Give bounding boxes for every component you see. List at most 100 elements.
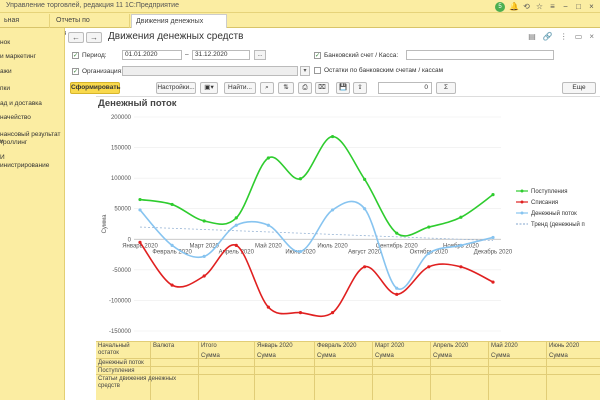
x-tick-label: Август 2020 [348, 249, 382, 255]
close-form-icon[interactable]: × [589, 32, 594, 41]
row-label-receipts[interactable]: Поступления [98, 368, 135, 374]
legend-label: Тренд (денежный п [531, 221, 585, 228]
variant-button[interactable]: ▣▾ [200, 82, 218, 94]
legend-label: Денежный поток [531, 210, 577, 217]
data-point [202, 219, 206, 223]
star-icon[interactable]: ☆ [535, 2, 544, 11]
col-header-apr: Апрель 2020 [433, 343, 469, 349]
window-icon[interactable]: ▭ [574, 32, 583, 41]
data-point [363, 265, 367, 269]
save-icon[interactable]: 💾 [336, 82, 350, 94]
sidebar-item-marketing[interactable]: и маркетинг [0, 53, 37, 60]
data-point [491, 235, 495, 240]
x-tick-label: Февраль 2020 [152, 249, 192, 255]
date-from-input[interactable]: 01.01.2020 [122, 50, 182, 60]
balances-label: Остатки по банковским счетам / кассам [324, 67, 444, 74]
data-point [234, 223, 238, 227]
forward-button[interactable]: → [86, 32, 102, 43]
find-button[interactable]: Найти... [224, 82, 256, 94]
sum-value-field[interactable]: 0 [378, 82, 432, 94]
bell-icon[interactable]: 🔔 [509, 2, 519, 11]
sum-button[interactable]: Σ [436, 82, 456, 94]
data-point [234, 243, 238, 247]
date-to-input[interactable]: 31.12.2020 [192, 50, 250, 60]
organization-pick-button[interactable]: ▾ [300, 66, 310, 76]
organization-input[interactable] [122, 66, 298, 76]
data-point [395, 231, 399, 235]
col-header-may: Май 2020 [491, 343, 518, 349]
sum-label-mar: Сумма [375, 353, 394, 359]
link-icon[interactable]: 🔗 [542, 32, 553, 41]
balances-checkbox[interactable] [314, 67, 321, 74]
export-icon[interactable]: ⇪ [353, 82, 367, 94]
y-tick-label: 200000 [111, 115, 132, 121]
sort-icon[interactable]: ⇅ [278, 82, 294, 94]
more-button[interactable]: Еще [562, 82, 596, 94]
row-label-cash-flow[interactable]: Денежный поток [98, 360, 144, 366]
data-point [266, 305, 270, 309]
row-label-items[interactable]: Статьи движения денежных средств [98, 376, 177, 389]
col-header-jun: Июнь 2020 [549, 343, 580, 349]
sum-label-may: Сумма [491, 353, 510, 359]
col-header-jan: Январь 2020 [257, 343, 293, 349]
app-title: Управление торговлей, редакция 11 1С:Пре… [6, 2, 179, 9]
sum-label-apr: Сумма [433, 353, 452, 359]
sidebar-item-stock[interactable]: нок [0, 39, 11, 46]
data-point [298, 249, 303, 254]
tab-home[interactable]: ьная страница [0, 14, 50, 37]
organization-checkbox[interactable]: ✓ [72, 68, 79, 75]
sidebar-item-nsi[interactable]: И [0, 154, 5, 161]
period-pick-button[interactable]: ... [254, 50, 266, 60]
y-tick-label: 50000 [114, 207, 131, 213]
data-point [202, 274, 206, 278]
more-vert-icon[interactable]: ⋮ [559, 32, 568, 41]
data-point [427, 265, 431, 269]
notification-badge[interactable]: 5 [495, 1, 505, 12]
col-header-opening-balance: Начальный остаток [98, 343, 130, 356]
generate-button[interactable]: Сформировать [70, 82, 121, 94]
y-tick-label: -50000 [112, 268, 131, 274]
menu-icon[interactable]: ≡ [550, 2, 555, 11]
period-checkbox[interactable]: ✓ [72, 52, 79, 59]
legend-marker [520, 211, 524, 215]
data-point [491, 193, 495, 197]
bank-account-checkbox[interactable]: ✓ [314, 52, 321, 59]
history-icon[interactable]: ⟲ [523, 2, 530, 11]
data-point [298, 177, 303, 181]
title-bar: Управление торговлей, редакция 11 1С:Пре… [0, 0, 600, 13]
sum-label-total: Сумма [201, 353, 220, 359]
report-title: Денежный поток [98, 98, 177, 109]
print-toolbar-icon[interactable]: ⎙ [298, 82, 312, 94]
close-icon[interactable]: × [589, 2, 594, 11]
tab-treasury-reports[interactable]: Отчеты по казначейству [52, 14, 130, 37]
cash-flow-chart: 200000 150000 100000 50000 0 -50000 -100000 -15… [102, 115, 585, 335]
preview-icon[interactable]: ⌧ [315, 82, 329, 94]
print-icon[interactable]: ▤ [528, 32, 536, 41]
bank-account-input[interactable] [406, 50, 554, 60]
minimize-icon[interactable]: − [563, 2, 568, 11]
tab-cash-flow[interactable]: Движения денежных средств× [131, 14, 227, 38]
sidebar-item-purchases[interactable]: пки [0, 85, 10, 92]
x-tick-label: Январь 2020 [122, 243, 158, 249]
data-point [170, 243, 174, 247]
data-point [138, 197, 142, 202]
x-tick-label: Сентябрь 2020 [376, 243, 419, 249]
sidebar-item-finance[interactable]: нансовый результат и [0, 131, 61, 145]
maximize-icon[interactable]: □ [576, 2, 581, 11]
settings-button[interactable]: Настройки... [156, 82, 196, 94]
col-header-mar: Март 2020 [375, 343, 405, 349]
sidebar-item-treasury[interactable]: начейство [0, 114, 31, 121]
data-point [395, 286, 399, 290]
x-tick-label: Май 2020 [255, 242, 282, 249]
sidebar-item-sales[interactable]: ажи [0, 68, 12, 75]
search-options-icon[interactable]: ⌕ [260, 82, 274, 94]
sidebar-item-controlling: троллинг [0, 139, 28, 146]
form-title: Движения денежных средств [108, 31, 244, 42]
x-tick-label: Декабрь 2020 [474, 249, 513, 255]
data-point [459, 265, 463, 269]
series-line-1 [139, 241, 494, 318]
sidebar-item-warehouse[interactable]: ад и доставка [0, 100, 42, 107]
back-button[interactable]: ← [68, 32, 84, 43]
title-bar-icons: 5 🔔 ⟲ ☆ ≡ − □ × [495, 1, 596, 12]
x-tick-label: Июль 2020 [317, 243, 348, 249]
